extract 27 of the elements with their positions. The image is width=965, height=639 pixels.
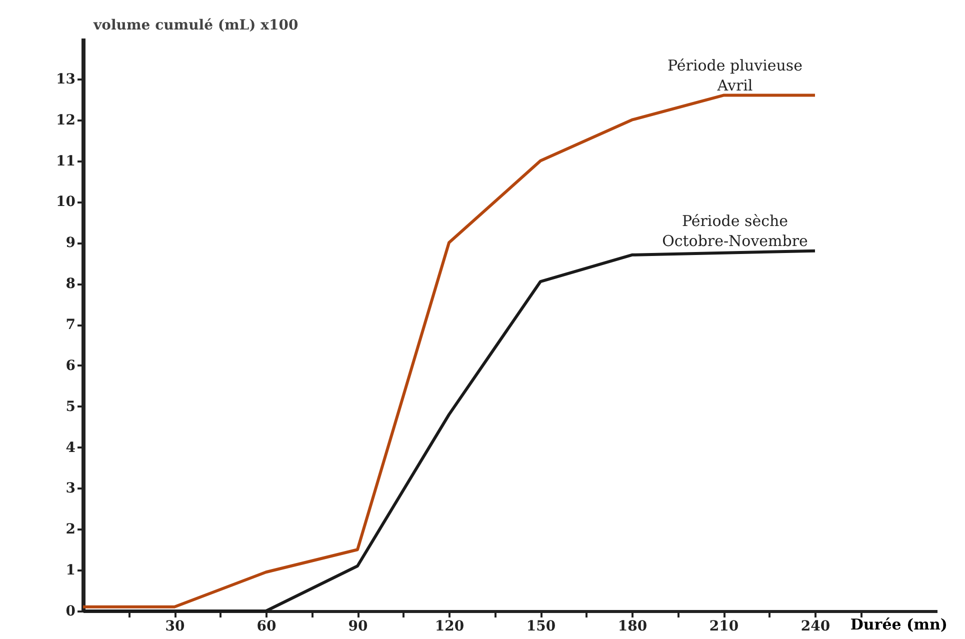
x-tick-label: 150: [526, 618, 556, 634]
y-tick-label: 0: [66, 604, 76, 620]
y-tick-label: 7: [66, 317, 76, 333]
y-tick-label: 4: [66, 440, 76, 456]
x-tick-label: 90: [348, 618, 368, 634]
y-tick-label: 3: [66, 480, 76, 497]
series-label: Période pluvieuse Avril: [668, 56, 803, 94]
y-tick-label: 6: [66, 358, 76, 374]
y-tick-label: 2: [66, 522, 76, 538]
y-tick-label: 5: [66, 398, 76, 415]
y-tick-label: 11: [56, 153, 76, 170]
y-tick-label: 12: [56, 112, 76, 128]
series-label: Période sèche Octobre-Novembre: [662, 212, 808, 250]
x-axis-title: Durée (mn): [850, 616, 948, 634]
x-tick-label: 120: [434, 618, 464, 634]
x-tick-label: 60: [256, 618, 276, 634]
x-tick-label: 30: [165, 618, 185, 634]
y-tick-label: 1: [66, 562, 76, 579]
y-axis-title: volume cumulé (mL) x100: [92, 18, 298, 34]
y-tick-label: 8: [66, 276, 76, 292]
y-tick-label: 13: [56, 71, 76, 88]
y-tick-label: 10: [56, 194, 76, 210]
line-series: [82, 94, 816, 608]
y-tick-label: 9: [66, 235, 76, 252]
x-tick-label: 210: [709, 618, 739, 634]
x-tick-label: 180: [618, 618, 648, 634]
x-tick-label: 240: [800, 618, 830, 634]
